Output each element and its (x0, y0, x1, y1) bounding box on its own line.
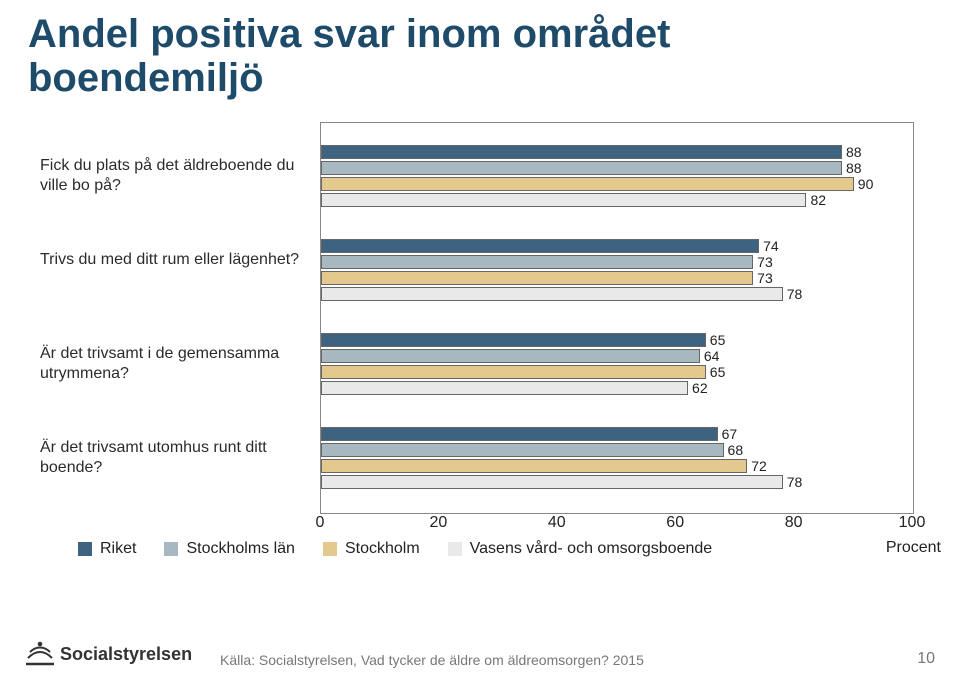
bar-value: 74 (763, 239, 779, 253)
x-tick: 0 (316, 514, 325, 532)
bar (321, 239, 759, 253)
bar-value: 67 (722, 427, 738, 441)
legend-label: Stockholm (345, 540, 420, 558)
x-tick: 20 (429, 514, 447, 532)
x-tick: 80 (785, 514, 803, 532)
legend: Riket Stockholms län Stockholm Vasens vård-… (78, 540, 898, 561)
svg-text:Socialstyrelsen: Socialstyrelsen (60, 644, 192, 664)
source-footer: Källa: Socialstyrelsen, Vad tycker de äl… (220, 652, 644, 668)
x-tick: 40 (548, 514, 566, 532)
question-label: Är det trivsamt i de gemensamma utrymmen… (40, 344, 310, 384)
bar-value: 90 (858, 177, 874, 191)
bar-value: 78 (787, 287, 803, 301)
legend-swatch (78, 542, 92, 556)
bar-value: 78 (787, 475, 803, 489)
x-tick: 60 (666, 514, 684, 532)
bar (321, 475, 783, 489)
legend-item: Vasens vård- och omsorgsboende (448, 540, 713, 558)
bar (321, 255, 753, 269)
bar (321, 145, 842, 159)
question-label: Är det trivsamt utomhus runt ditt boende… (40, 438, 310, 478)
title-line2: boendemiljö (28, 56, 264, 100)
chart: 020406080100 Fick du plats på det äldreb… (40, 122, 920, 552)
bar-value: 68 (728, 443, 744, 457)
bar (321, 287, 783, 301)
bar (321, 443, 724, 457)
legend-item: Stockholm (323, 540, 420, 558)
bar (321, 381, 688, 395)
question-label: Fick du plats på det äldreboende du vill… (40, 156, 310, 196)
page: Andel positiva svar inom området boendem… (0, 0, 959, 688)
bar-value: 64 (704, 349, 720, 363)
logo: Socialstyrelsen (24, 634, 204, 674)
legend-swatch (323, 542, 337, 556)
legend-swatch (164, 542, 178, 556)
bar (321, 177, 854, 191)
bar (321, 349, 700, 363)
legend-label: Vasens vård- och omsorgsboende (470, 540, 713, 558)
legend-item: Riket (78, 540, 136, 558)
socialstyrelsen-logo-icon: Socialstyrelsen (24, 634, 204, 674)
legend-label: Riket (100, 540, 136, 558)
x-axis-label: Procent (886, 539, 941, 557)
bar-value: 72 (751, 459, 767, 473)
legend-label: Stockholms län (186, 540, 295, 558)
bar-value: 88 (846, 145, 862, 159)
bar (321, 193, 806, 207)
page-title: Andel positiva svar inom området boendem… (28, 12, 670, 100)
bar-value: 82 (810, 193, 826, 207)
legend-swatch (448, 542, 462, 556)
legend-item: Stockholms län (164, 540, 295, 558)
bar-value: 62 (692, 381, 708, 395)
bar (321, 271, 753, 285)
bar (321, 161, 842, 175)
bar-value: 73 (757, 271, 773, 285)
bar-value: 73 (757, 255, 773, 269)
title-line1: Andel positiva svar inom området (28, 12, 670, 56)
question-label: Trivs du med ditt rum eller lägenhet? (40, 250, 310, 270)
bar (321, 459, 747, 473)
bar-value: 65 (710, 333, 726, 347)
bar (321, 427, 718, 441)
page-number: 10 (917, 650, 935, 668)
bar-value: 65 (710, 365, 726, 379)
bar (321, 333, 706, 347)
bar (321, 365, 706, 379)
x-tick: 100 (899, 514, 926, 532)
bar-value: 88 (846, 161, 862, 175)
